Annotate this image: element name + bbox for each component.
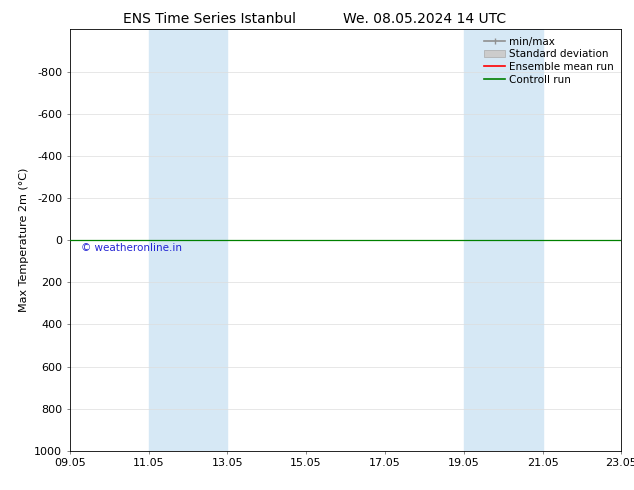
Text: We. 08.05.2024 14 UTC: We. 08.05.2024 14 UTC bbox=[343, 12, 507, 26]
Legend: min/max, Standard deviation, Ensemble mean run, Controll run: min/max, Standard deviation, Ensemble me… bbox=[482, 35, 616, 87]
Text: © weatheronline.in: © weatheronline.in bbox=[81, 243, 182, 253]
Bar bbox=[463, 29, 543, 451]
Bar bbox=[148, 29, 228, 451]
Text: ENS Time Series Istanbul: ENS Time Series Istanbul bbox=[123, 12, 295, 26]
Y-axis label: Max Temperature 2m (°C): Max Temperature 2m (°C) bbox=[18, 168, 29, 312]
